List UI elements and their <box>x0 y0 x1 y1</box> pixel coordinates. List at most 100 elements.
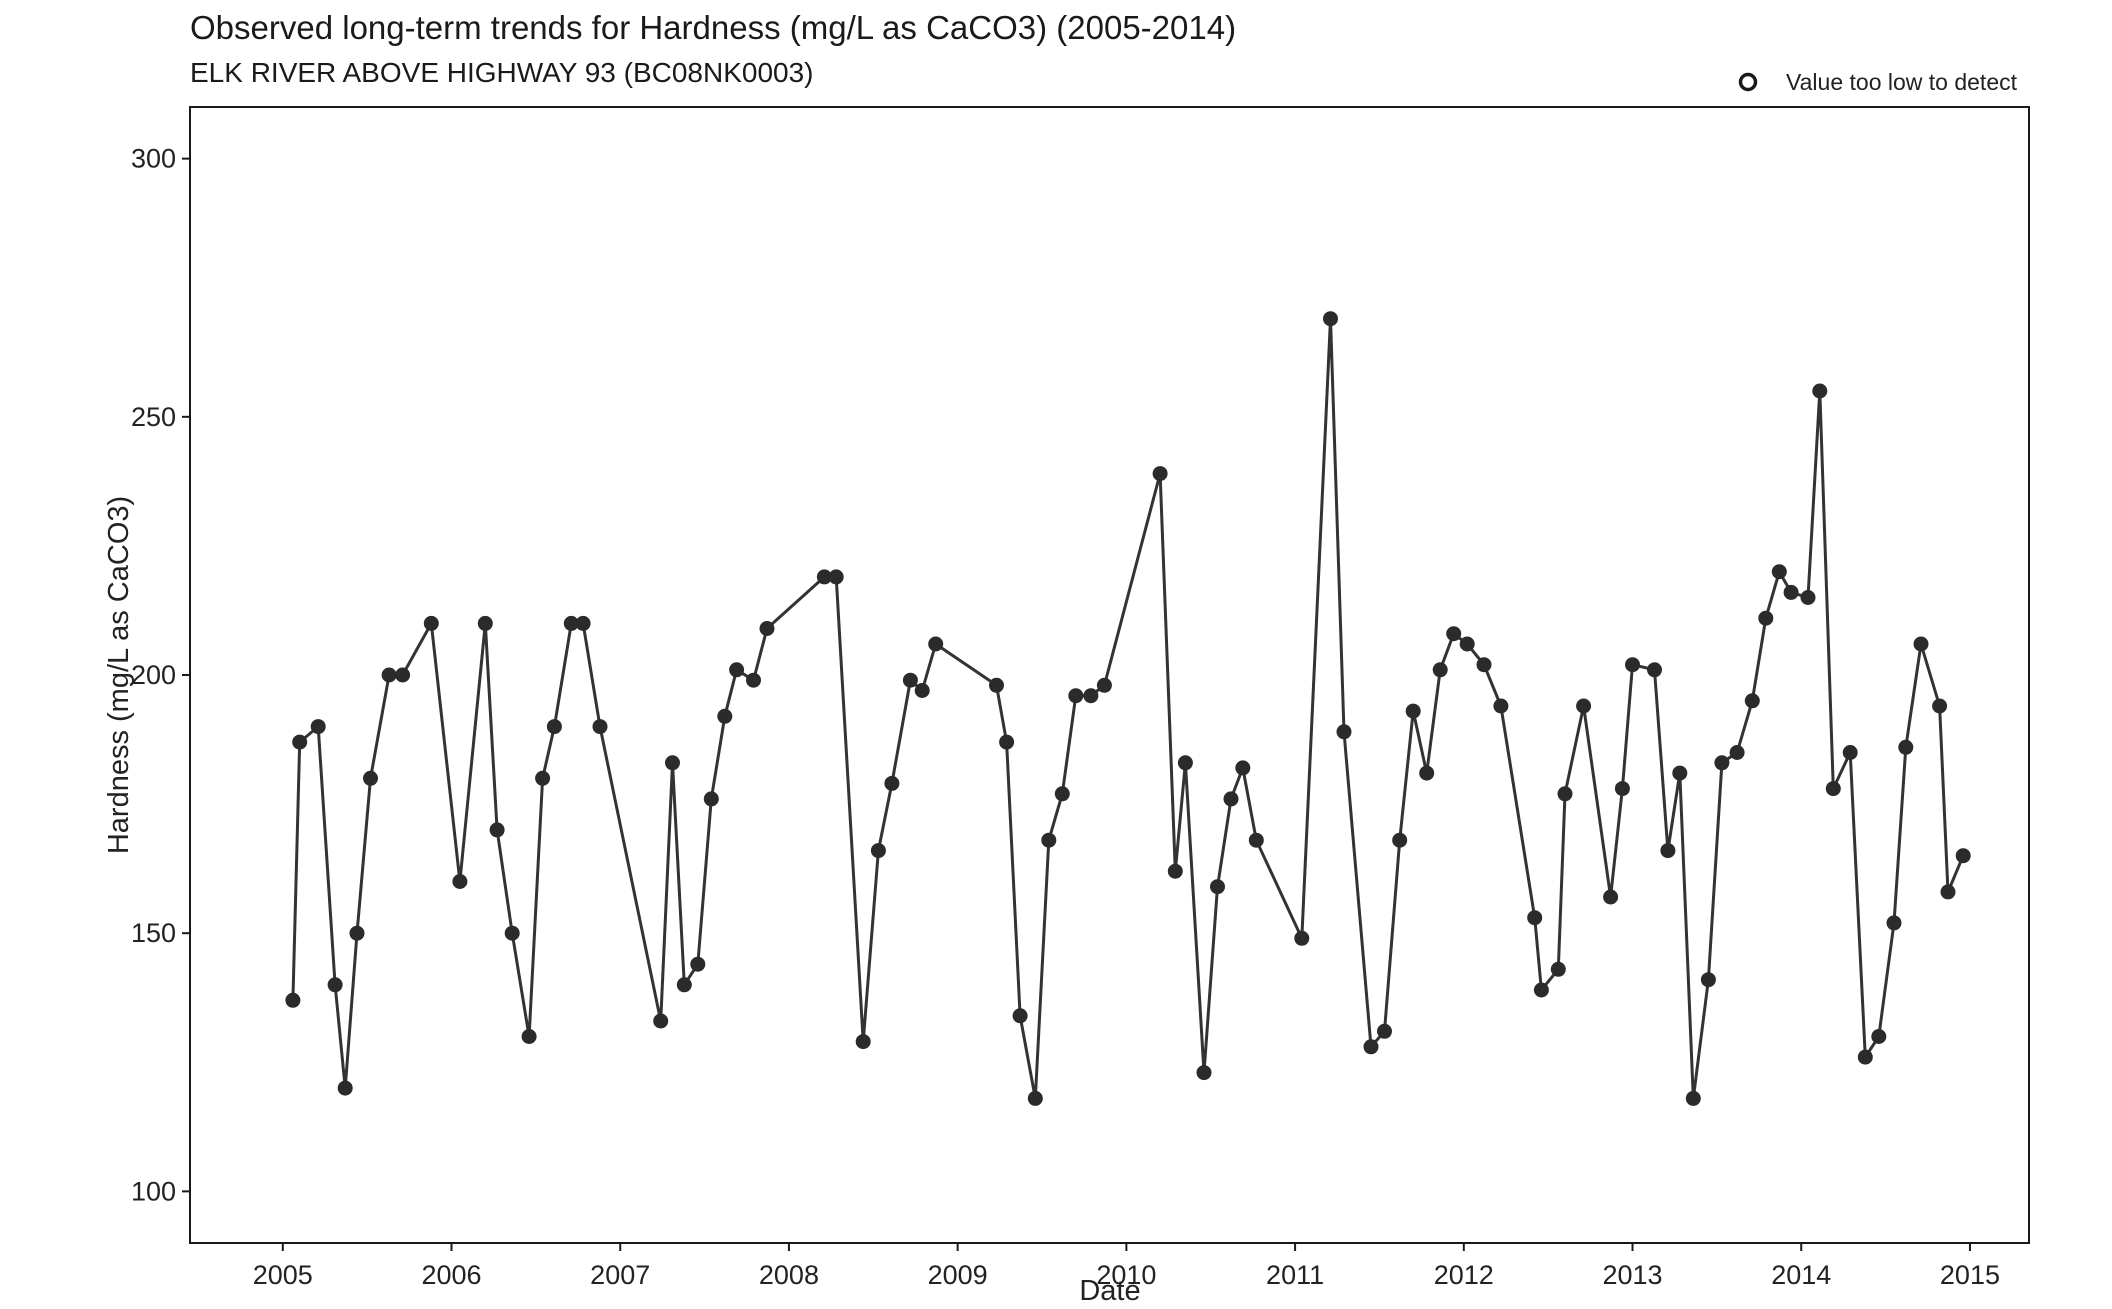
data-point <box>653 1013 669 1029</box>
data-point <box>1012 1008 1028 1024</box>
data-point <box>1223 791 1239 807</box>
data-point <box>1152 466 1168 482</box>
data-point <box>1672 765 1688 781</box>
x-tick-label: 2015 <box>1940 1260 2000 1290</box>
data-point <box>1336 724 1352 740</box>
data-point <box>1294 930 1310 946</box>
data-point <box>563 615 579 631</box>
data-point <box>1527 910 1543 926</box>
data-point <box>1932 698 1948 714</box>
data-point <box>592 719 608 735</box>
x-tick-label: 2011 <box>1266 1260 1324 1290</box>
x-tick-label: 2010 <box>1096 1260 1156 1290</box>
data-point <box>989 677 1004 693</box>
data-point <box>1377 1023 1392 1039</box>
data-point <box>1167 863 1183 879</box>
legend-open-circle-icon <box>1738 72 1758 92</box>
x-tick-label: 2005 <box>253 1260 313 1290</box>
data-point <box>1940 884 1956 900</box>
data-point <box>1068 688 1084 704</box>
data-point <box>337 1080 353 1096</box>
data-point <box>884 775 900 791</box>
data-point <box>902 672 918 688</box>
data-point <box>1557 786 1573 802</box>
y-tick-label: 100 <box>131 1176 176 1206</box>
x-tick-label: 2012 <box>1434 1260 1494 1290</box>
y-axis: 100 150 200 250 300 <box>131 144 190 1206</box>
data-point <box>1700 972 1716 988</box>
legend-label: Value too low to detect <box>1786 69 2018 95</box>
data-point <box>1083 688 1099 704</box>
data-point <box>423 615 439 631</box>
data-point <box>665 755 680 771</box>
y-tick-label: 200 <box>131 660 176 690</box>
data-point <box>746 672 761 688</box>
data-point <box>452 874 468 889</box>
plot-panel <box>189 106 2030 1244</box>
data-point <box>1842 745 1858 760</box>
data-point <box>914 683 930 698</box>
data-point <box>1550 961 1566 977</box>
data-point <box>1576 698 1592 714</box>
data-point <box>690 956 706 972</box>
data-point <box>285 992 301 1008</box>
data-point <box>1660 843 1676 859</box>
data-point <box>855 1034 871 1050</box>
data-point <box>1210 879 1225 895</box>
data-point <box>1096 677 1112 693</box>
data-point <box>676 977 692 993</box>
data-point <box>1729 745 1745 760</box>
x-tick-label: 2008 <box>759 1260 819 1290</box>
data-point <box>1625 657 1640 673</box>
data-point <box>1614 781 1630 797</box>
data-point <box>729 662 745 678</box>
data-point <box>999 734 1015 750</box>
data-point <box>870 843 886 859</box>
data-point <box>928 636 944 652</box>
data-point <box>1323 311 1338 327</box>
data-point <box>703 791 719 807</box>
data-point <box>1857 1049 1873 1065</box>
data-point <box>1714 755 1730 771</box>
x-axis: 2005 2006 2007 2008 2009 2010 2011 2012 2013 2014… <box>253 1243 2000 1290</box>
data-point <box>1446 626 1462 642</box>
x-tick-label: 2013 <box>1602 1260 1662 1290</box>
data-point <box>717 708 733 724</box>
data-point <box>477 615 493 631</box>
y-tick-label: 150 <box>131 918 176 948</box>
data-point <box>1744 693 1760 709</box>
data-point <box>1886 915 1902 931</box>
data-point <box>1392 832 1408 848</box>
data-point <box>1913 636 1929 652</box>
data-point <box>1871 1029 1887 1044</box>
data-point <box>1235 760 1251 776</box>
data-point <box>349 925 365 941</box>
y-axis-title: Hardness (mg/L as CaCO3) <box>103 496 135 854</box>
data-point <box>1758 610 1774 626</box>
data-point <box>1405 703 1421 719</box>
data-point <box>1363 1039 1379 1055</box>
data-point <box>1419 765 1435 781</box>
data-point <box>1898 739 1914 755</box>
data-point <box>535 770 551 786</box>
data-point <box>816 569 832 585</box>
data-point <box>292 734 308 750</box>
data-point <box>327 977 343 993</box>
data-point <box>1476 657 1492 673</box>
data-point <box>546 719 562 735</box>
data-point <box>828 569 844 585</box>
data-point <box>1685 1090 1701 1106</box>
data-point <box>521 1029 537 1044</box>
data-point <box>1493 698 1509 714</box>
x-tick-label: 2014 <box>1771 1260 1831 1290</box>
data-point <box>363 770 378 786</box>
chart-title: Observed long-term trends for Hardness (… <box>190 9 1236 46</box>
data-point <box>1955 848 1971 864</box>
data-point <box>1533 982 1549 998</box>
data-point <box>1041 832 1057 848</box>
data-point <box>1054 786 1070 802</box>
legend: Value too low to detect <box>1738 69 2018 95</box>
y-tick-label: 250 <box>131 402 176 432</box>
data-point <box>1647 662 1662 678</box>
data-point <box>489 822 505 838</box>
